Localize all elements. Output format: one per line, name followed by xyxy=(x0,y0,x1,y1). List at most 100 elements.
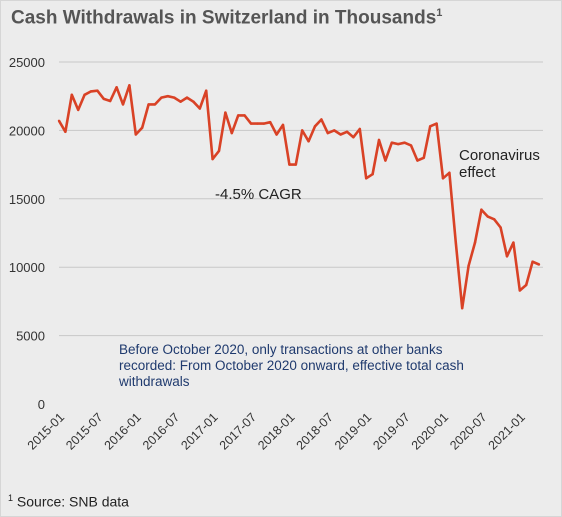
data-point xyxy=(359,128,361,130)
data-point xyxy=(179,101,181,103)
x-tick-label: 2017-01 xyxy=(178,410,220,452)
y-tick-label: 15000 xyxy=(9,192,45,207)
data-point xyxy=(205,90,207,92)
x-tick-label: 2020-07 xyxy=(447,410,489,452)
data-point xyxy=(487,215,489,217)
x-tick-label: 2021-01 xyxy=(486,410,528,452)
data-point xyxy=(160,96,162,98)
data-point xyxy=(391,142,393,144)
data-point xyxy=(135,133,137,135)
data-point xyxy=(339,133,341,135)
data-point xyxy=(429,125,431,127)
data-point xyxy=(365,177,367,179)
data-point xyxy=(461,307,463,309)
data-point xyxy=(467,265,469,267)
data-note-line3: withdrawals xyxy=(118,374,190,389)
data-point xyxy=(250,122,252,124)
data-point xyxy=(327,132,329,134)
data-point xyxy=(77,109,79,111)
data-point xyxy=(320,118,322,120)
data-point xyxy=(307,140,309,142)
data-point xyxy=(173,96,175,98)
data-point xyxy=(333,129,335,131)
data-point xyxy=(416,159,418,161)
data-point xyxy=(410,144,412,146)
data-point xyxy=(115,86,117,88)
coronavirus-annotation-line2: effect xyxy=(459,164,496,181)
data-point xyxy=(199,107,201,109)
data-point xyxy=(314,125,316,127)
data-point xyxy=(167,95,169,97)
data-point xyxy=(519,289,521,291)
data-point xyxy=(71,94,73,96)
data-point xyxy=(90,90,92,92)
data-point xyxy=(141,127,143,129)
data-point xyxy=(442,177,444,179)
data-point xyxy=(218,150,220,152)
y-tick-label: 5000 xyxy=(16,329,45,344)
data-point xyxy=(371,173,373,175)
data-point xyxy=(397,143,399,145)
y-tick-label: 25000 xyxy=(9,55,45,70)
data-point xyxy=(403,142,405,144)
data-point xyxy=(525,284,527,286)
data-point xyxy=(211,158,213,160)
data-point xyxy=(269,121,271,123)
data-point xyxy=(103,98,105,100)
data-point xyxy=(474,241,476,243)
x-tick-labels: 2015-012015-072016-012016-072017-012017-… xyxy=(25,410,528,452)
x-tick-label: 2019-07 xyxy=(370,410,412,452)
x-tick-label: 2015-01 xyxy=(25,410,67,452)
data-point xyxy=(154,103,156,105)
data-point xyxy=(448,172,450,174)
data-point xyxy=(243,114,245,116)
data-point xyxy=(499,226,501,228)
y-tick-label: 0 xyxy=(38,397,45,412)
data-point xyxy=(64,131,66,133)
data-point xyxy=(493,218,495,220)
data-point xyxy=(480,209,482,211)
data-point xyxy=(531,261,533,263)
data-point xyxy=(231,132,233,134)
data-point xyxy=(275,133,277,135)
y-tick-label: 20000 xyxy=(9,123,45,138)
data-point xyxy=(423,157,425,159)
data-point xyxy=(237,114,239,116)
y-tick-labels: 0 5000 10000 15000 20000 25000 xyxy=(9,55,45,412)
x-tick-label: 2016-01 xyxy=(102,410,144,452)
data-point xyxy=(192,101,194,103)
x-tick-label: 2017-07 xyxy=(217,410,259,452)
source-footnote-mark: 1 xyxy=(8,493,13,503)
y-tick-label: 10000 xyxy=(9,260,45,275)
data-point xyxy=(122,103,124,105)
x-tick-label: 2020-01 xyxy=(409,410,451,452)
x-tick-label: 2015-07 xyxy=(63,410,105,452)
data-point xyxy=(512,241,514,243)
x-tick-label: 2018-07 xyxy=(294,410,336,452)
data-point xyxy=(378,139,380,141)
data-point xyxy=(346,131,348,133)
data-point xyxy=(224,111,226,113)
data-note-line2: recorded: From October 2020 onward, effe… xyxy=(119,358,464,373)
data-point xyxy=(288,163,290,165)
data-point xyxy=(147,103,149,105)
source-note: 1 Source: SNB data xyxy=(8,493,129,510)
coronavirus-annotation-line1: Coronavirus xyxy=(459,147,540,164)
data-point xyxy=(256,122,258,124)
data-point xyxy=(186,96,188,98)
data-point xyxy=(109,100,111,102)
data-point xyxy=(538,263,540,265)
data-point xyxy=(384,159,386,161)
data-point xyxy=(128,84,130,86)
cagr-annotation: -4.5% CAGR xyxy=(215,186,302,203)
data-point xyxy=(455,241,457,243)
data-point xyxy=(506,255,508,257)
data-note-line1: Before October 2020, only transactions a… xyxy=(119,342,443,357)
data-point xyxy=(352,136,354,138)
data-point xyxy=(435,122,437,124)
data-point xyxy=(301,129,303,131)
data-point xyxy=(83,94,85,96)
data-point xyxy=(282,124,284,126)
